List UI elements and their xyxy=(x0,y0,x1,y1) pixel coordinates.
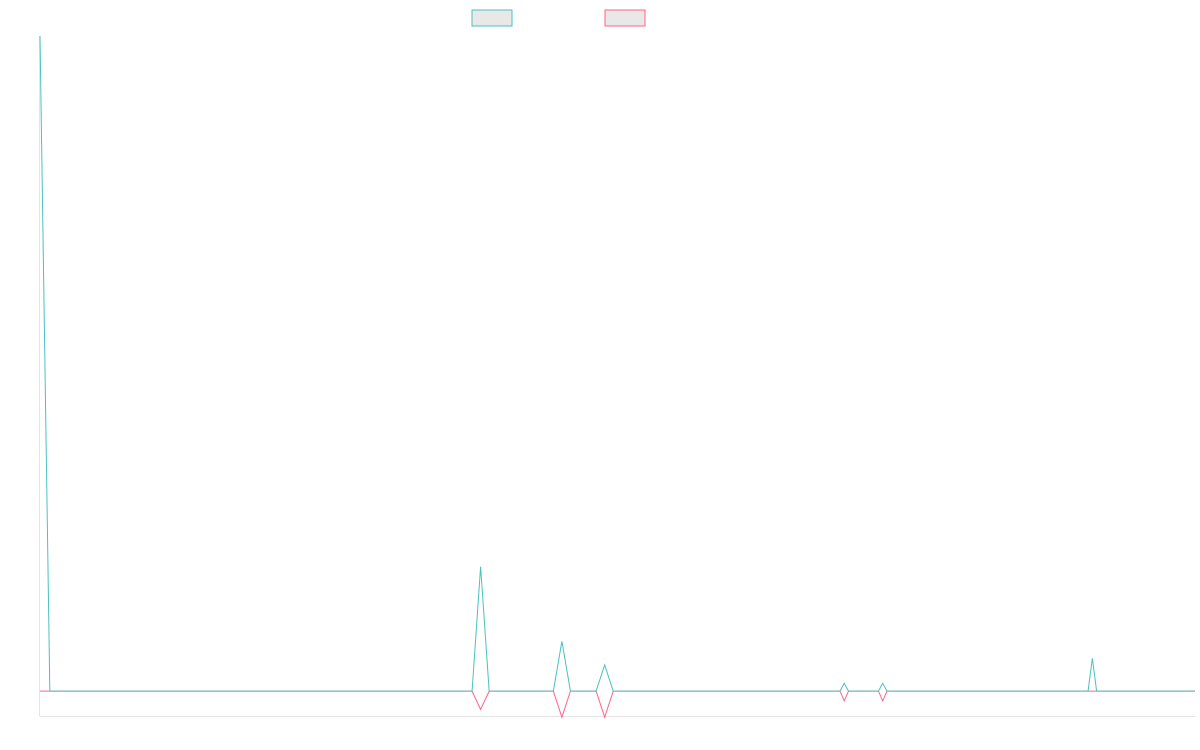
series-line-1 xyxy=(39,35,1195,692)
legend-swatch-2[interactable] xyxy=(604,9,646,27)
series-line-2 xyxy=(40,690,1195,719)
legend-swatch-1[interactable] xyxy=(471,9,513,27)
legend[interactable] xyxy=(471,9,646,27)
series-layer xyxy=(39,35,1195,719)
